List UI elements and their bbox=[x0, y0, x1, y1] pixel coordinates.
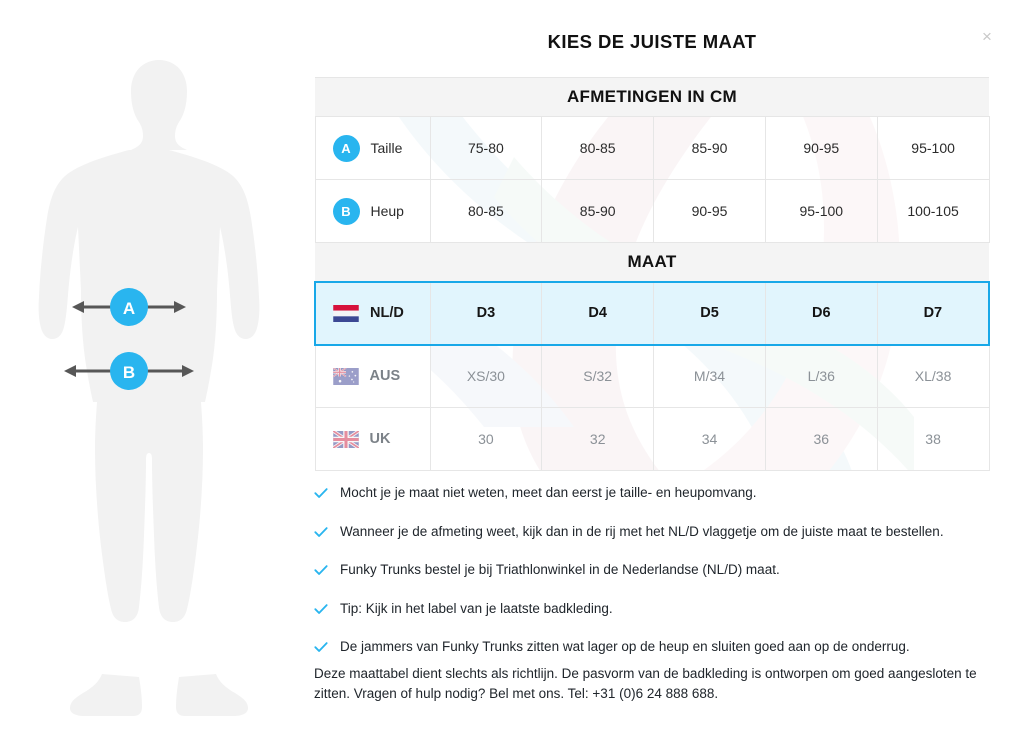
cell-value: 90-95 bbox=[653, 179, 766, 243]
row-name: AUS bbox=[369, 368, 401, 385]
check-icon bbox=[314, 603, 328, 614]
band-row-size: MAAT bbox=[315, 242, 989, 282]
cell-value: 85-90 bbox=[653, 116, 766, 180]
row-label-nld: NL/D bbox=[314, 280, 431, 346]
size-chart-container: AFMETINGEN IN CM A Taille 75-80 80-85 85… bbox=[314, 77, 990, 471]
band-label-measurements: AFMETINGEN IN CM bbox=[315, 77, 989, 117]
check-icon bbox=[314, 642, 328, 653]
cell-value: 38 bbox=[876, 407, 990, 471]
row-name: UK bbox=[369, 431, 391, 447]
table-row: B Heup 80-85 85-90 90-95 95-100 100-105 bbox=[314, 179, 990, 243]
cell-value: 95-100 bbox=[764, 179, 878, 243]
cell-value: S/32 bbox=[541, 344, 655, 408]
row-label-taille: A Taille bbox=[314, 116, 431, 180]
cell-value: D6 bbox=[764, 280, 878, 346]
list-item: Tip: Kijk in het label van je laatste ba… bbox=[314, 600, 1004, 618]
list-item-text: Tip: Kijk in het label van je laatste ba… bbox=[340, 600, 613, 616]
cell-value: D5 bbox=[653, 280, 766, 346]
cell-value: 80-85 bbox=[541, 116, 655, 180]
cell-value: XS/30 bbox=[429, 344, 543, 408]
cell-value: D7 bbox=[876, 280, 990, 346]
cell-value: 80-85 bbox=[429, 179, 543, 243]
cell-value: 85-90 bbox=[541, 179, 655, 243]
list-item: De jammers van Funky Trunks zitten wat l… bbox=[314, 638, 1004, 656]
table-row-uk[interactable]: UK 30 32 34 36 38 bbox=[314, 407, 990, 471]
row-name: Taille bbox=[370, 140, 403, 156]
list-item-text: De jammers van Funky Trunks zitten wat l… bbox=[340, 639, 910, 655]
list-item: Funky Trunks bestel je bij Triathlonwink… bbox=[314, 561, 1004, 579]
uk-flag-icon bbox=[332, 430, 359, 448]
close-icon[interactable]: × bbox=[982, 27, 992, 46]
badge-a-icon: A bbox=[332, 134, 360, 162]
cell-value: 34 bbox=[653, 407, 766, 471]
check-icon bbox=[314, 488, 328, 498]
row-label-uk: UK bbox=[314, 407, 431, 471]
check-icon bbox=[314, 565, 328, 576]
figure-badge-a-circle bbox=[110, 288, 148, 326]
cell-value: L/36 bbox=[764, 344, 878, 408]
cell-value: XL/38 bbox=[876, 344, 990, 408]
cell-value: 100-105 bbox=[876, 179, 990, 243]
cell-value: D3 bbox=[429, 280, 543, 346]
cell-value: 95-100 bbox=[876, 116, 990, 180]
list-item: Mocht je je maat niet weten, meet dan ee… bbox=[314, 484, 1004, 502]
cell-value: 30 bbox=[429, 407, 543, 471]
list-item-text: Mocht je je maat niet weten, meet dan ee… bbox=[340, 485, 757, 500]
cell-value: 75-80 bbox=[429, 116, 543, 180]
table-row: A Taille 75-80 80-85 85-90 90-95 95-100 bbox=[314, 116, 990, 180]
disclaimer-text: Deze maattabel dient slechts als richtli… bbox=[314, 666, 977, 701]
band-label-size: MAAT bbox=[315, 242, 989, 282]
aus-flag-icon bbox=[332, 367, 359, 385]
list-item: Wanneer je de afmeting weet, kijk dan in… bbox=[314, 523, 1004, 541]
check-icon bbox=[314, 526, 328, 537]
nl-flag-icon bbox=[333, 304, 359, 322]
cell-value: 32 bbox=[541, 407, 655, 471]
figure-badge-b-circle bbox=[110, 352, 148, 390]
band-row-measurements: AFMETINGEN IN CM bbox=[315, 77, 989, 117]
row-label-heup: B Heup bbox=[314, 179, 431, 243]
figure-badge-b-label: B bbox=[123, 363, 135, 382]
list-item-text: Wanneer je de afmeting weet, kijk dan in… bbox=[340, 523, 944, 539]
body-silhouette-illustration: A B bbox=[38, 60, 260, 716]
table-row-aus[interactable]: AUS XS/30 S/32 M/34 L/36 XL/38 bbox=[314, 344, 990, 408]
page-title: KIES DE JUISTE MAAT bbox=[547, 31, 757, 52]
table-row-nld[interactable]: NL/D D3 D4 D5 D6 D7 bbox=[314, 280, 990, 346]
tips-list: Mocht je je maat niet weten, meet dan ee… bbox=[314, 484, 1004, 677]
badge-b-icon: B bbox=[332, 197, 360, 225]
cell-value: D4 bbox=[541, 280, 655, 346]
row-name: NL/D bbox=[370, 305, 404, 321]
cell-value: 36 bbox=[764, 407, 878, 471]
row-label-aus: AUS bbox=[314, 344, 431, 408]
body-figure-panel: A B bbox=[0, 0, 314, 731]
figure-badge-a-label: A bbox=[123, 299, 135, 318]
list-item-text: Funky Trunks bestel je bij Triathlonwink… bbox=[340, 562, 780, 578]
size-chart-table: AFMETINGEN IN CM A Taille 75-80 80-85 85… bbox=[314, 77, 990, 471]
row-name: Heup bbox=[370, 203, 404, 219]
cell-value: M/34 bbox=[653, 344, 766, 408]
cell-value: 90-95 bbox=[764, 116, 878, 180]
